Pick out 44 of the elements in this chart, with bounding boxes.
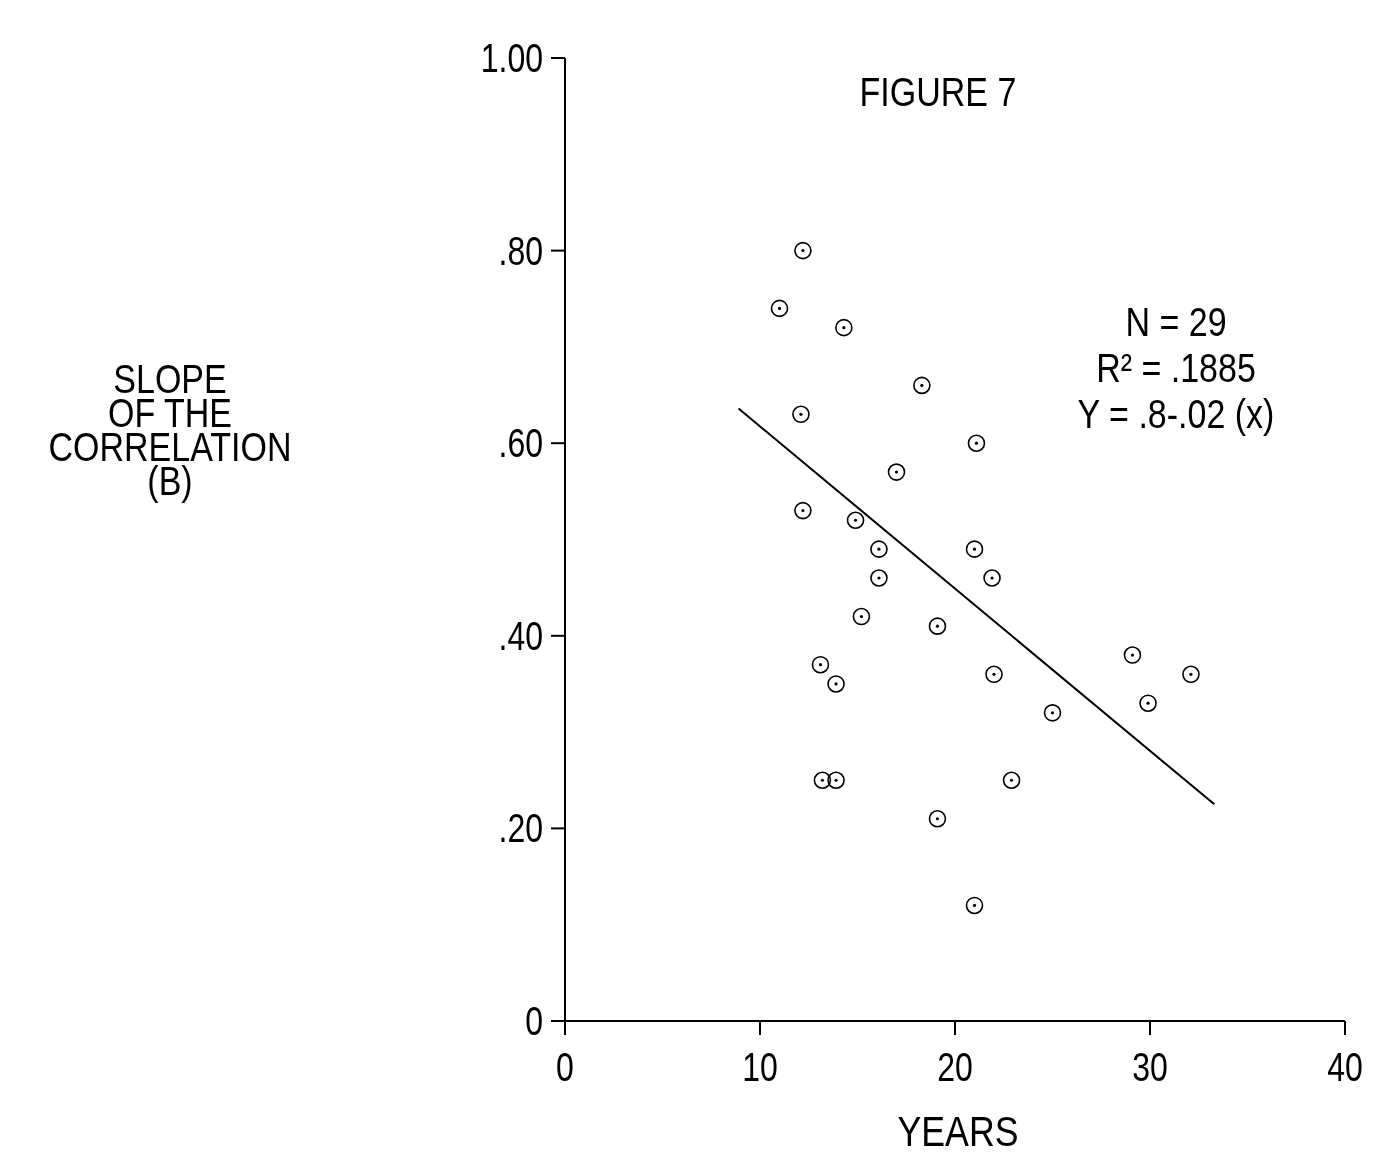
x-tick-label: 30 xyxy=(1132,1044,1168,1090)
point xyxy=(887,463,906,481)
point xyxy=(965,896,984,915)
point xyxy=(813,771,832,790)
point xyxy=(811,655,830,674)
point xyxy=(928,809,947,828)
point xyxy=(985,665,1003,684)
annotation: Y = .8-.02 (x) xyxy=(1077,391,1275,437)
x-axis-title: YEARS xyxy=(897,1108,1019,1155)
annotation: R² = .1885 xyxy=(1096,345,1256,391)
point xyxy=(965,540,984,558)
y-tick-label: .20 xyxy=(498,805,543,852)
point xyxy=(827,771,845,790)
y-tick-label: 0 xyxy=(525,998,543,1044)
point xyxy=(794,241,812,260)
point xyxy=(852,607,871,626)
x-tick-label: 10 xyxy=(742,1044,778,1090)
point xyxy=(870,569,888,587)
point xyxy=(870,540,888,558)
point xyxy=(794,501,812,520)
y-tick-label: 1.00 xyxy=(480,35,543,81)
point xyxy=(835,318,853,337)
chart-title: FIGURE 7 xyxy=(859,69,1017,115)
point xyxy=(928,617,947,635)
point xyxy=(846,511,865,530)
point xyxy=(770,299,789,318)
point xyxy=(1043,704,1062,722)
point xyxy=(1002,771,1021,790)
point xyxy=(967,434,986,452)
annotation: N = 29 xyxy=(1125,299,1227,345)
point xyxy=(983,569,1001,587)
x-tick-label: 40 xyxy=(1327,1044,1363,1090)
point xyxy=(792,405,810,424)
x-tick-label: 20 xyxy=(937,1044,973,1090)
point xyxy=(1123,646,1142,664)
y-tick-label: .80 xyxy=(498,228,543,274)
y-axis-title: SLOPE OF THE CORRELATION (B) xyxy=(48,356,292,504)
point xyxy=(827,675,845,693)
point xyxy=(913,376,931,395)
x-tick-label: 0 xyxy=(556,1044,574,1090)
point xyxy=(1182,665,1200,684)
y-tick-label: .60 xyxy=(498,420,543,467)
y-tick-label: .40 xyxy=(498,613,543,659)
point xyxy=(1139,694,1157,713)
